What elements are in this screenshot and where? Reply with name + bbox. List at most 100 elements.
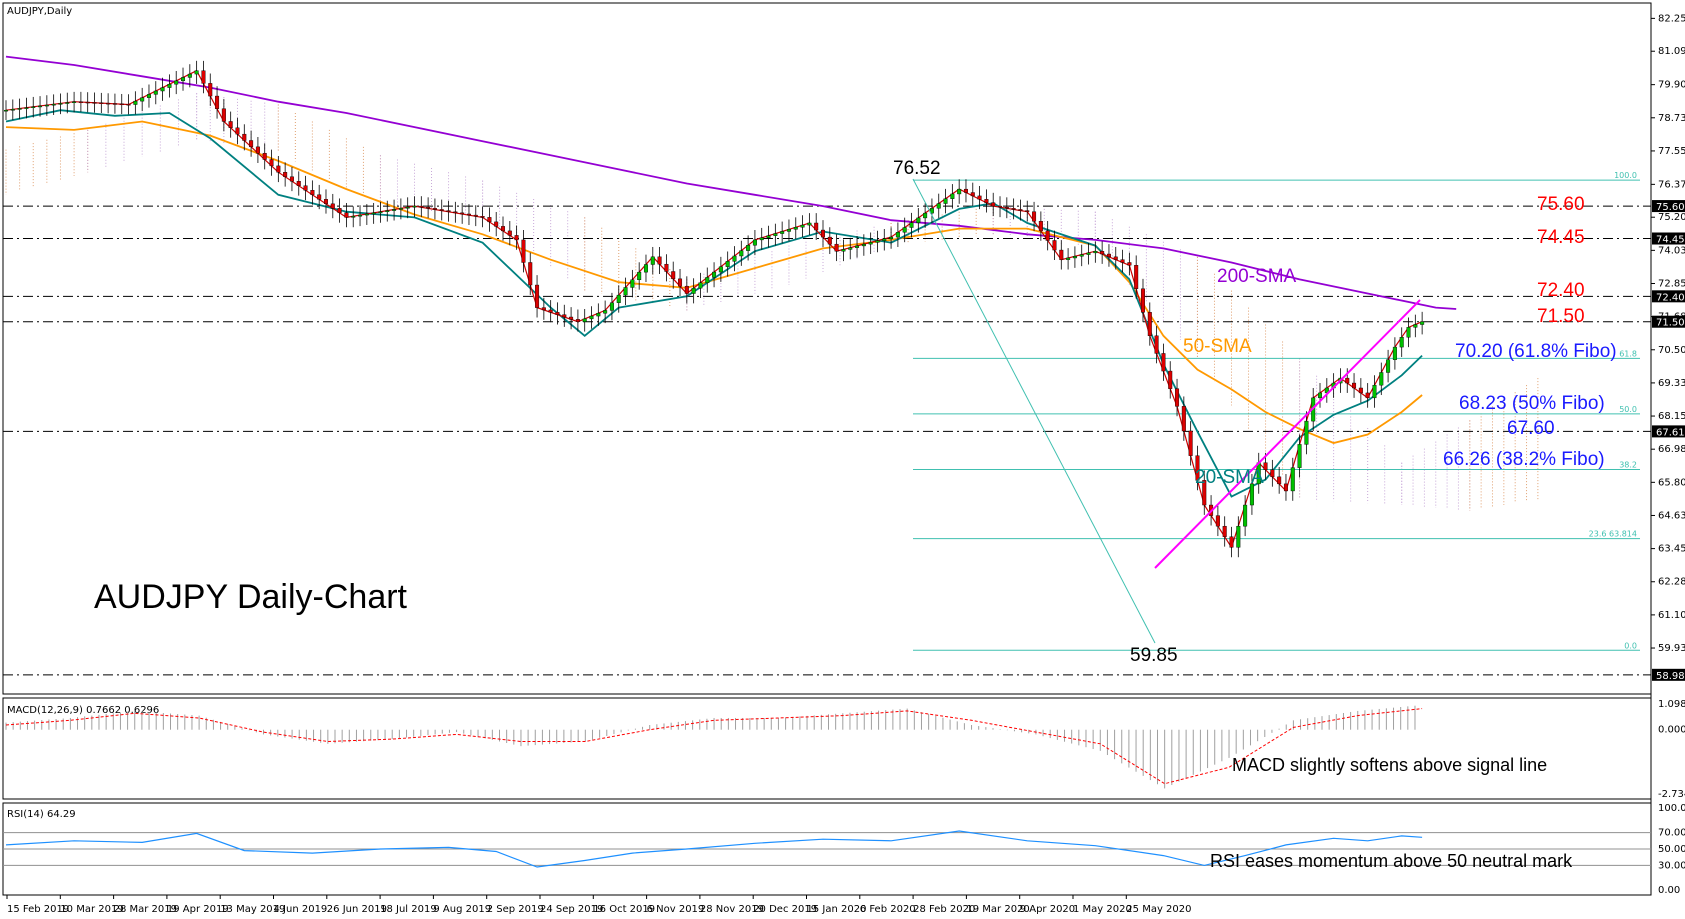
candle-body	[541, 307, 546, 311]
rsi-tick-label: 0.00	[1658, 885, 1680, 896]
candle-body	[92, 102, 97, 104]
candle-body	[1120, 259, 1125, 263]
candle-body	[834, 243, 839, 252]
candle-body	[289, 176, 294, 182]
candle-body	[17, 108, 22, 110]
candle-body	[1345, 377, 1350, 384]
candle-body	[228, 121, 233, 129]
candle-body	[1038, 221, 1043, 232]
candle-body	[296, 181, 301, 186]
candle-body	[909, 222, 914, 228]
candle-body	[181, 77, 186, 82]
candle-body	[773, 233, 778, 236]
candle-body	[432, 208, 437, 210]
x-tick-label: 20 Dec 2019	[753, 904, 817, 915]
candle-body	[562, 314, 567, 318]
price-level-tag	[1652, 668, 1685, 681]
level-75-60-label: 75.60	[1537, 194, 1585, 215]
candle-body	[187, 73, 192, 78]
x-tick-label: 28 Feb 2020	[913, 904, 975, 915]
series-line-200-sma	[5, 55, 1457, 310]
candle-body	[1052, 240, 1057, 251]
candle-body	[385, 210, 390, 212]
candle-body	[487, 217, 492, 223]
candle-body	[1352, 382, 1357, 389]
x-tick-label: 2 Sep 2019	[487, 904, 544, 915]
fibonacci-retracement: 100.0 61.8 50.0 38.2 23.6 63.814 0.0	[913, 171, 1640, 651]
x-tick-label: 28 Mar 2019	[114, 904, 177, 915]
uptrend-line	[1154, 299, 1421, 569]
candle-body	[861, 243, 866, 247]
price-level-tag	[1652, 425, 1685, 438]
candle-body	[1175, 388, 1180, 407]
x-tick-label: 16 Oct 2019	[593, 904, 655, 915]
candle-body	[364, 213, 369, 216]
candle-body	[793, 227, 798, 230]
candle-body	[616, 294, 621, 303]
price-series	[3, 55, 1457, 558]
symbol-label: AUDJPY,Daily	[7, 6, 72, 17]
candle-body	[1392, 346, 1397, 360]
price-tick-label: 64.630	[1658, 510, 1685, 521]
candle-body	[242, 133, 247, 141]
candle-body	[446, 210, 451, 212]
candle-body	[317, 194, 322, 200]
candle-body	[1297, 444, 1302, 468]
sma200-label: 200-SMA	[1217, 266, 1297, 287]
candle-body	[528, 262, 533, 286]
candle-body	[1140, 288, 1145, 313]
candle-body	[44, 104, 49, 107]
candle-body	[3, 109, 8, 112]
candle-body	[439, 209, 444, 211]
fibo-level-label: 50.0	[1619, 405, 1637, 414]
candle-body	[943, 198, 948, 204]
macd-tick-label: -2.7346	[1658, 789, 1685, 800]
fibo-61-8-label: 70.20 (61.8% Fibo)	[1455, 341, 1617, 362]
candle-body	[249, 140, 254, 148]
candle-body	[78, 101, 83, 103]
candle-body	[65, 102, 70, 104]
rsi-tick-label: 100.00	[1658, 803, 1685, 814]
candle-body	[269, 159, 274, 167]
candle-body	[1018, 209, 1023, 211]
candle-body	[473, 214, 478, 217]
candle-body	[814, 222, 819, 231]
candle-body	[398, 208, 403, 210]
candle-body	[323, 199, 328, 205]
candle-body	[160, 87, 165, 92]
macd-tick-label: 1.0988	[1658, 699, 1685, 710]
candle-body	[637, 271, 642, 281]
price-tick-label: 76.370	[1658, 179, 1685, 190]
candle-body	[841, 249, 846, 252]
x-tick-label: 10 Mar 2019	[60, 904, 123, 915]
price-tick-label: 63.455	[1658, 544, 1685, 555]
candle-body	[480, 216, 485, 218]
price-tick-label: 82.255	[1658, 13, 1685, 24]
candle-body	[1406, 327, 1411, 338]
candle-body	[684, 285, 689, 294]
candle-body	[466, 213, 471, 216]
candle-body	[1181, 406, 1186, 432]
candle-body	[221, 108, 226, 122]
price-level-tag	[1652, 232, 1685, 245]
macd-panel: 1.0988 0.0000 -2.7346	[5, 699, 1685, 800]
candle-body	[875, 240, 880, 243]
candle-body	[929, 208, 934, 214]
candle-body	[31, 106, 36, 108]
candle-body	[623, 287, 628, 296]
price-tick-label: 78.730	[1658, 113, 1685, 124]
level-72-40-label: 72.40	[1537, 280, 1585, 301]
candle-body	[337, 208, 342, 214]
macd-note: MACD slightly softens above signal line	[1232, 755, 1547, 775]
candle-body	[1100, 250, 1105, 255]
candle-body	[752, 239, 757, 246]
candle-body	[664, 263, 669, 272]
candle-body	[855, 245, 860, 248]
candle-body	[923, 212, 928, 219]
candle-body	[310, 190, 315, 195]
fibo-38-2-label: 66.26 (38.2% Fibo)	[1443, 449, 1605, 470]
candle-body	[1365, 392, 1370, 399]
candle-body	[1420, 321, 1425, 325]
candle-body	[746, 245, 751, 251]
candle-body	[596, 313, 601, 317]
